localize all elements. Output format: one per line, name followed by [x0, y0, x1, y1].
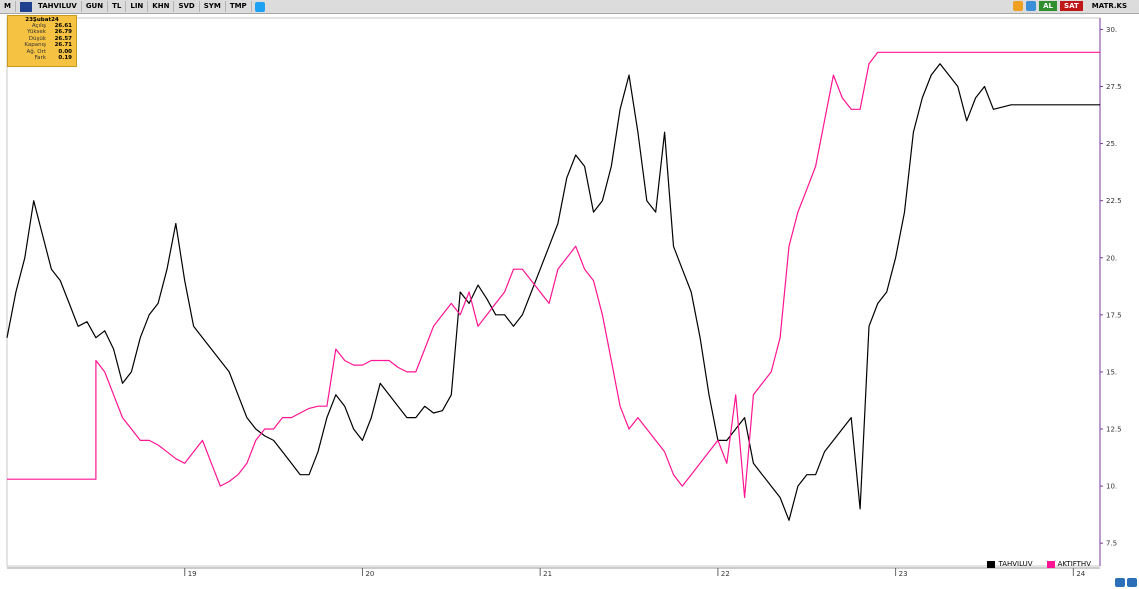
sym-button[interactable]: SYM	[200, 1, 226, 12]
info-row: Açılış 26.61	[8, 23, 76, 29]
info-label: Kapanış	[24, 42, 46, 49]
x-tick-label: 19	[188, 570, 197, 578]
symbol-selector[interactable]: TAHVILUV	[34, 1, 82, 12]
buy-button[interactable]: AL	[1039, 1, 1058, 11]
legend-item-tahviluv: TAHVILUV	[987, 560, 1033, 568]
legend: TAHVILUV AKTIFTHV	[987, 560, 1091, 568]
currency-button[interactable]: TL	[108, 1, 127, 12]
info-value: 0.19	[58, 55, 72, 62]
x-tick-label: 20	[365, 570, 374, 578]
plot-area	[6, 17, 1101, 567]
zoom-icon[interactable]	[1115, 578, 1125, 587]
price-chart[interactable]: 7.5 10. 12.5 15. 17.5 20. 22.5 25. 27.5 30. 19 20 21…	[0, 14, 1139, 589]
info-row: Fark 0.19	[8, 55, 76, 61]
info-label: Fark	[34, 55, 46, 62]
info-value: 26.71	[54, 42, 72, 49]
info-row: Yüksek 26.79	[8, 29, 76, 35]
twitter-icon[interactable]	[254, 1, 265, 12]
info-value: 26.79	[54, 29, 72, 36]
info-label: Düşük	[28, 35, 46, 42]
info-value: 0.00	[58, 48, 72, 55]
legend-item-aktifthv: AKTIFTHV	[1046, 560, 1091, 568]
nav-buttons	[1115, 578, 1137, 587]
x-tick-label: 23	[899, 570, 908, 578]
legend-swatch	[987, 560, 996, 568]
info-label: Yüksek	[27, 29, 46, 36]
info-value: 26.57	[54, 35, 72, 42]
logo-icon	[19, 1, 32, 12]
series-line-tahviluv	[6, 63, 1100, 521]
sell-button[interactable]: SAT	[1060, 1, 1083, 11]
scale-button[interactable]: LIN	[126, 1, 149, 12]
toolbar-right: AL SAT MATR.KS	[1013, 1, 1133, 11]
info-value: 26.61	[54, 23, 72, 29]
y-tick-label: 30.	[1106, 26, 1117, 34]
template-button[interactable]: TMP	[226, 1, 252, 12]
x-tick-label: 24	[1076, 570, 1085, 578]
svd-button[interactable]: SVD	[174, 1, 200, 12]
info-row: Düşük 26.57	[8, 36, 76, 42]
period-button[interactable]: GUN	[82, 1, 109, 12]
info-row: Ağ. Ort 0.00	[8, 49, 76, 55]
y-tick-label: 15.	[1106, 368, 1117, 376]
legend-swatch	[1046, 560, 1055, 568]
y-tick-label: 12.5	[1106, 426, 1122, 434]
series-line-aktifthv	[7, 51, 1100, 499]
info-date: 23Şubat24	[25, 17, 59, 23]
khn-button[interactable]: KHN	[148, 1, 175, 12]
y-tick-label: 27.5	[1106, 83, 1122, 91]
y-tick-label: 7.5	[1106, 540, 1117, 548]
info-label: Ağ. Ort	[26, 48, 47, 55]
legend-label: AKTIFTHV	[1057, 560, 1091, 568]
help-icon[interactable]	[1013, 1, 1024, 11]
menu-button[interactable]: M	[0, 1, 16, 12]
matriks-label: MATR.KS	[1091, 2, 1127, 10]
y-tick-label: 25.	[1106, 140, 1117, 148]
info-box: 23Şubat24 Açılış 26.61 Yüksek 26.79 Düşük 2…	[7, 15, 77, 67]
y-tick-label: 17.5	[1106, 311, 1122, 319]
info-row: Kapanış 26.71	[8, 42, 76, 48]
y-tick-label: 20.	[1106, 254, 1117, 262]
legend-label: TAHVILUV	[998, 560, 1033, 568]
x-tick-label: 21	[543, 570, 552, 578]
toolbar: M TAHVILUV GUN TL LIN KHN SVD SYM TMP AL…	[0, 0, 1139, 14]
scroll-left-icon[interactable]	[1127, 578, 1137, 587]
y-tick-label: 10.	[1106, 483, 1117, 491]
search-icon[interactable]	[1026, 1, 1037, 11]
x-tick-label: 22	[721, 570, 730, 578]
info-label: Açılış	[31, 23, 46, 29]
y-tick-label: 22.5	[1106, 197, 1122, 205]
